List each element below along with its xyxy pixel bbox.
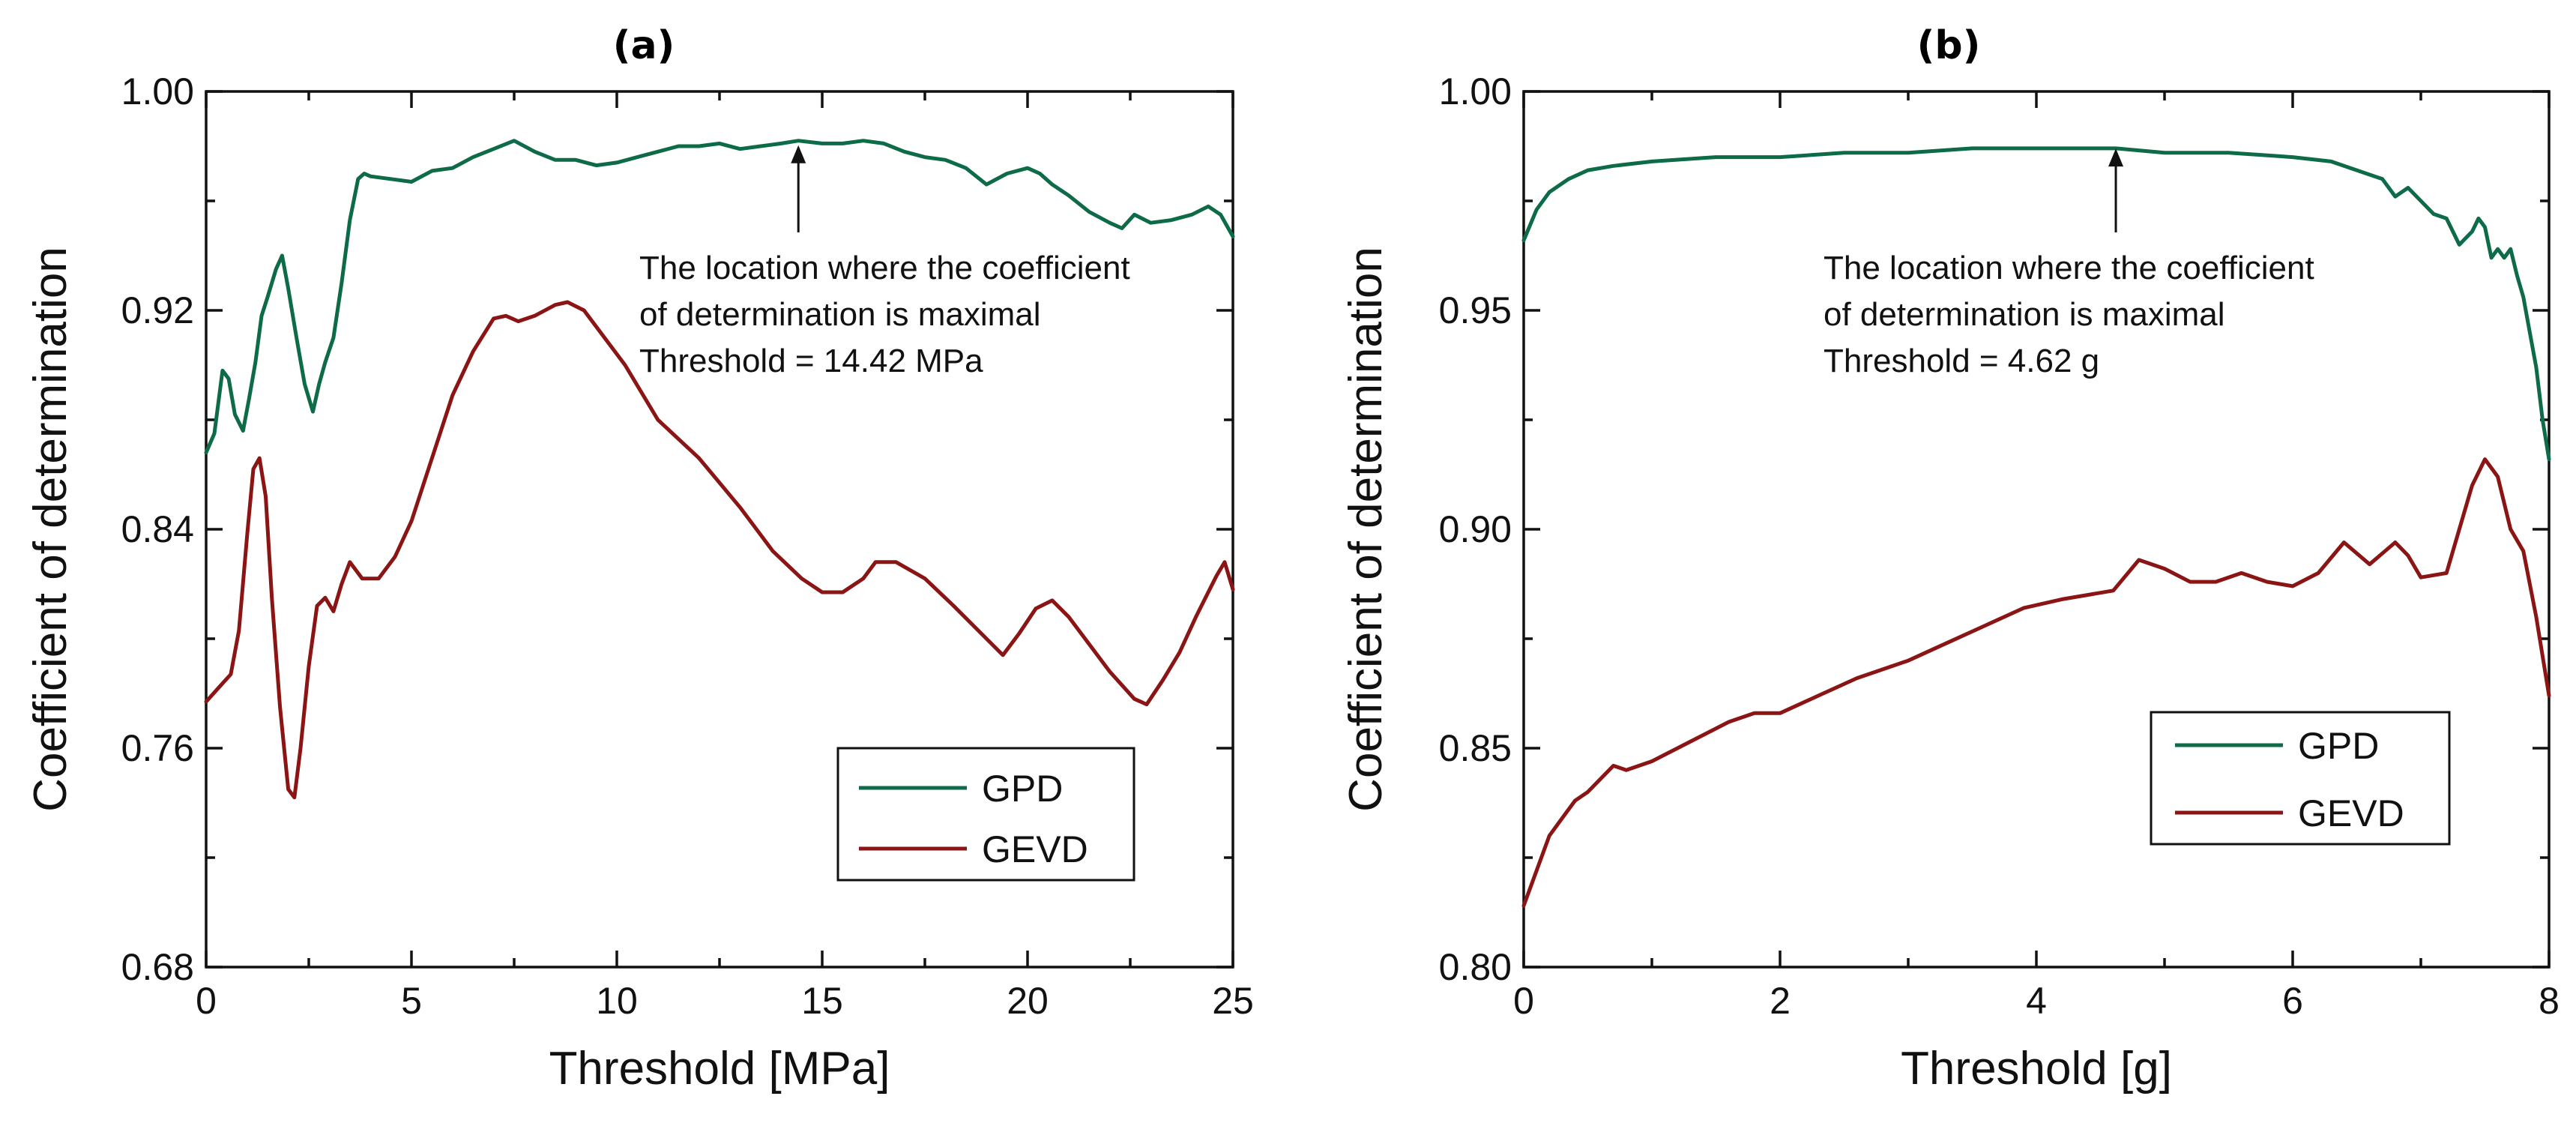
- panel-a-annotation-line-1: The location where the coefficient: [639, 250, 1130, 286]
- panel-b-series-gpd-line: [1521, 146, 2551, 462]
- panel-a-ticks: 0.68 0.76 0.84 0.92 1.00 0 5 10 15 20 25: [121, 70, 1254, 1022]
- panel-a-annotation-arrowhead: [791, 145, 806, 163]
- panel-b-series-gevd-line: [1521, 457, 2551, 908]
- panel-b-ticks: 0.80 0.85 0.90 0.95 1.00 0 2 4 6 8: [1439, 70, 2560, 1022]
- panel-a-y-tick-label: 0.92: [121, 289, 194, 331]
- panel-b: (b) 0.80 0.85 0.90 0.95 1.00 0 2 4 6 8 The locati…: [1340, 23, 2560, 1095]
- panel-a-annotation: The location where the coefficient of de…: [639, 145, 1130, 379]
- panel-a-x-axis-label: Threshold [MPa]: [549, 1043, 890, 1095]
- panel-b-series-layer: [1521, 146, 2551, 908]
- panel-b-annotation-arrowhead: [2108, 148, 2124, 167]
- panel-a-x-tick-label: 15: [801, 980, 843, 1022]
- panel-b-y-tick-label: 0.90: [1439, 508, 1512, 550]
- panel-a-legend-box: [836, 747, 1135, 882]
- panel-a: (a) 0.68 0.76 0.84 0.92 1.00 0 5 10 15 20 25 The l…: [25, 23, 1254, 1095]
- panel-b-x-tick-label: 4: [2026, 980, 2047, 1022]
- panel-a-x-tick-label: 20: [1007, 980, 1049, 1022]
- panel-b-title: (b): [1917, 23, 1981, 68]
- panel-b-y-tick-label: 0.85: [1439, 727, 1512, 769]
- panel-a-legend-gevd-label: GEVD: [982, 828, 1088, 870]
- panel-b-y-tick-label: 0.80: [1439, 946, 1512, 988]
- panel-b-x-tick-label: 6: [2282, 980, 2303, 1022]
- panel-a-x-tick-label: 0: [196, 980, 217, 1022]
- panel-b-legend-gpd-label: GPD: [2298, 725, 2379, 767]
- panel-b-legend-box: [2150, 711, 2451, 846]
- panel-a-y-axis-label: Coefficient of determination: [25, 247, 76, 812]
- panel-a-legend: GPD GEVD: [836, 747, 1135, 882]
- panel-b-x-axis-label: Threshold [g]: [1901, 1043, 2172, 1095]
- panel-a-y-tick-label: 0.84: [121, 508, 194, 550]
- panel-b-y-axis-label: Coefficient of determination: [1340, 247, 1392, 812]
- panel-a-series-gpd-line: [204, 139, 1235, 455]
- panel-b-y-tick-label: 0.95: [1439, 289, 1512, 331]
- panel-a-series-layer: [204, 139, 1235, 800]
- panel-a-x-tick-label: 25: [1212, 980, 1254, 1022]
- panel-b-annotation-line-3: Threshold = 4.62 g: [1824, 343, 2099, 379]
- panel-a-title: (a): [613, 23, 675, 68]
- panel-a-y-tick-label: 0.76: [121, 727, 194, 769]
- panel-a-annotation-line-2: of determination is maximal: [639, 296, 1041, 333]
- panel-b-annotation: The location where the coefficient of de…: [1824, 148, 2314, 379]
- panel-a-y-tick-label: 1.00: [121, 70, 194, 112]
- panel-a-y-tick-label: 0.68: [121, 946, 194, 988]
- panel-a-series-gevd-line: [204, 300, 1235, 800]
- panel-b-annotation-line-2: of determination is maximal: [1824, 296, 2225, 333]
- panel-b-y-tick-label: 1.00: [1439, 70, 1512, 112]
- panel-b-legend: GPD GEVD: [2150, 711, 2451, 846]
- panel-b-legend-gevd-label: GEVD: [2298, 792, 2404, 834]
- panel-a-x-tick-label: 10: [596, 980, 638, 1022]
- panel-b-x-tick-label: 8: [2539, 980, 2560, 1022]
- panel-a-x-tick-label: 5: [401, 980, 422, 1022]
- panel-b-annotation-line-1: The location where the coefficient: [1824, 250, 2314, 286]
- panel-a-annotation-line-3: Threshold = 14.42 MPa: [639, 343, 983, 379]
- panel-b-x-tick-label: 0: [1513, 980, 1534, 1022]
- panel-b-x-tick-label: 2: [1770, 980, 1791, 1022]
- panel-a-legend-gpd-label: GPD: [982, 768, 1063, 810]
